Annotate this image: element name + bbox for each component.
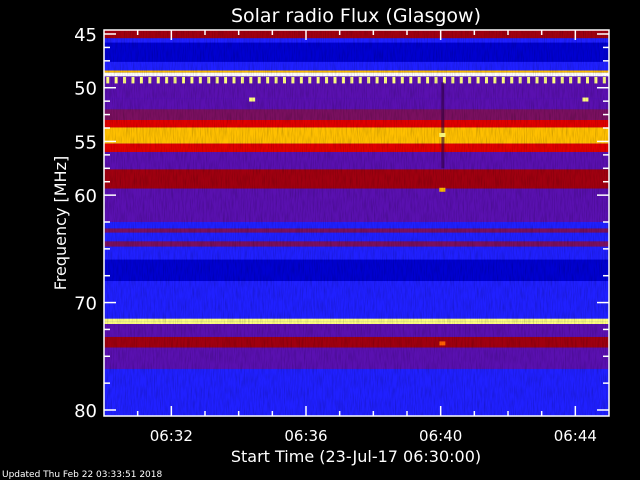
- updated-timestamp: Updated Thu Feb 22 03:33:51 2018: [2, 470, 163, 480]
- x-tick-label: 06:36: [284, 427, 327, 445]
- y-axis-label-unit: [MHz]: [51, 156, 70, 203]
- x-tick-label: 06:32: [150, 427, 193, 445]
- y-axis-label-text: Frequency: [51, 202, 70, 290]
- y-tick-label: 80: [74, 401, 97, 422]
- y-tick-label: 50: [74, 79, 97, 100]
- x-axis-label: Start Time (23-Jul-17 06:30:00): [231, 447, 481, 466]
- x-tick-label: 06:40: [419, 427, 462, 445]
- y-tick-label: 55: [74, 132, 97, 153]
- plot-frame: [103, 29, 610, 417]
- x-tick-label: 06:44: [554, 427, 597, 445]
- y-tick-label: 45: [74, 25, 97, 46]
- y-axis-label: Frequency [MHz]: [51, 156, 70, 290]
- chart-title: Solar radio Flux (Glasgow): [231, 5, 481, 27]
- y-tick-label: 60: [74, 186, 97, 207]
- axis-ticks: [104, 30, 609, 416]
- y-tick-label: 70: [74, 294, 97, 315]
- noise-texture: [104, 30, 609, 416]
